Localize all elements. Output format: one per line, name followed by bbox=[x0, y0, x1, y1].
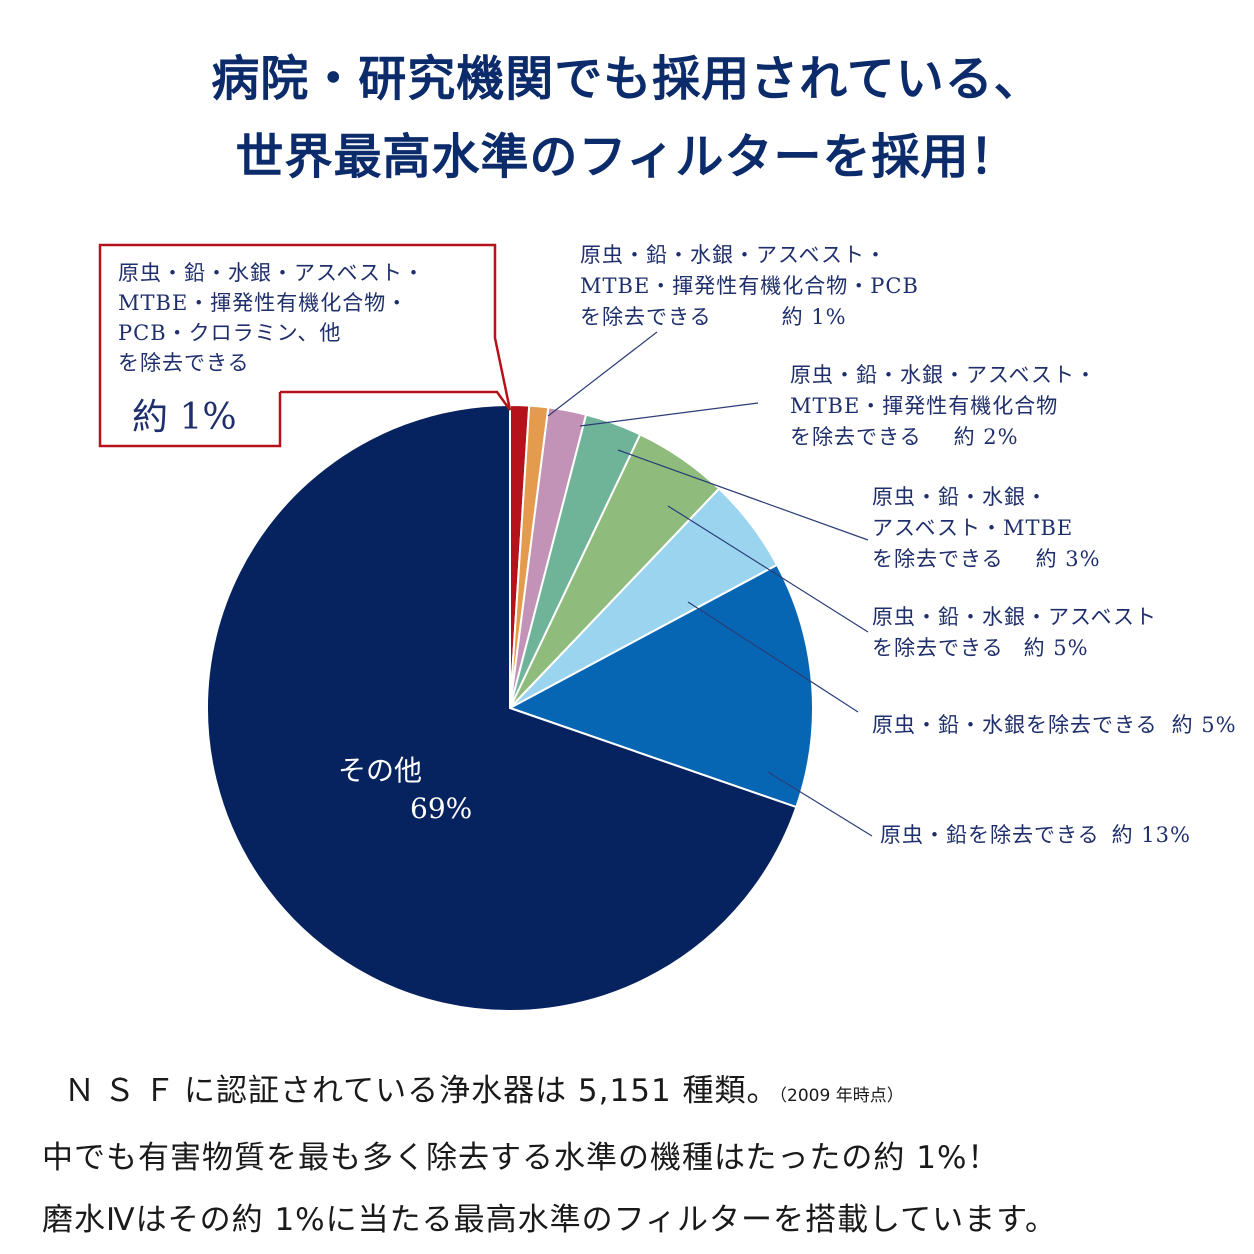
label-lead-value: 約 13% bbox=[1111, 823, 1191, 847]
slice-lead bbox=[507, 563, 814, 809]
label-other: その他 69% bbox=[338, 752, 472, 828]
leader-line-pcb bbox=[547, 331, 658, 417]
label-pcb-value: 約 1% bbox=[781, 305, 847, 329]
label-asbestos: 原虫・鉛・水銀・アスベスト を除去できる約 5% bbox=[872, 602, 1157, 664]
leader-lines bbox=[547, 331, 873, 837]
label-asbestos-last: を除去できる bbox=[872, 636, 1004, 660]
label-lead-text: 原虫・鉛を除去できる bbox=[880, 823, 1100, 847]
callout-value: 約 1% bbox=[132, 397, 237, 438]
leader-line-asbestos bbox=[667, 505, 869, 633]
footer-nsf: ＮＳＦ bbox=[64, 1073, 184, 1109]
label-lead: 原虫・鉛を除去できる約 13% bbox=[880, 820, 1191, 851]
footer-text: ＮＳＦに認証されている浄水器は 5,151 種類。（2009 年時点） 中でも有… bbox=[42, 1060, 1242, 1251]
title-line-1: 病院・研究機関でも採用されている、 bbox=[211, 51, 1043, 107]
label-mtbe-line-1: 原虫・鉛・水銀・ bbox=[872, 485, 1048, 509]
callout-text: 原虫・鉛・水銀・アスベスト・ MTBE・揮発性有機化合物・ PCB・クロラミン、… bbox=[118, 258, 425, 378]
label-mtbe: 原虫・鉛・水銀・ アスベスト・MTBE を除去できる 約 3% bbox=[872, 482, 1101, 575]
label-mtbe-last: を除去できる bbox=[872, 547, 1004, 571]
label-asbestos-line-1: 原虫・鉛・水銀・アスベスト bbox=[872, 605, 1157, 629]
leader-line-mercury bbox=[687, 601, 859, 713]
label-voc-line-1: 原虫・鉛・水銀・アスベスト・ bbox=[790, 363, 1097, 387]
footer-line-1: ＮＳＦに認証されている浄水器は 5,151 種類。（2009 年時点） bbox=[42, 1060, 1242, 1127]
leader-line-voc bbox=[579, 402, 759, 427]
callout-line-1: 原虫・鉛・水銀・アスベスト・ bbox=[118, 261, 425, 285]
label-other-name: その他 bbox=[338, 754, 423, 787]
footer-line-3: 磨水Ⅳはその約 1%に当たる最高水準のフィルターを搭載しています。 bbox=[42, 1202, 1057, 1238]
label-voc-line-2: MTBE・揮発性有機化合物 bbox=[790, 394, 1059, 418]
label-pcb-line-1: 原虫・鉛・水銀・アスベスト・ bbox=[580, 243, 887, 267]
label-pcb-line-2: MTBE・揮発性有機化合物・PCB bbox=[580, 274, 919, 298]
leader-line-mtbe bbox=[617, 449, 869, 541]
footer-line-2: 中でも有害物質を最も多く除去する水準の機種はたったの約 1%！ bbox=[42, 1140, 1000, 1176]
page-title: 病院・研究機関でも採用されている、 世界最高水準のフィルターを採用！ bbox=[0, 40, 1254, 196]
callout-box bbox=[98, 243, 512, 448]
label-mercury: 原虫・鉛・水銀を除去できる約 5% bbox=[872, 710, 1237, 741]
pie-slices bbox=[206, 403, 814, 1012]
label-voc-value: 約 2% bbox=[953, 425, 1019, 449]
label-mtbe-line-2: アスベスト・MTBE bbox=[872, 516, 1074, 540]
label-mercury-value: 約 5% bbox=[1171, 713, 1237, 737]
label-asbestos-value: 約 5% bbox=[1023, 636, 1089, 660]
label-pcb: 原虫・鉛・水銀・アスベスト・ MTBE・揮発性有機化合物・PCB を除去できる 約… bbox=[580, 240, 919, 333]
callout-line-4: を除去できる bbox=[118, 351, 250, 375]
label-voc: 原虫・鉛・水銀・アスベスト・ MTBE・揮発性有機化合物 を除去できる 約 2% bbox=[790, 360, 1097, 453]
callout-border bbox=[98, 243, 512, 448]
label-mercury-text: 原虫・鉛・水銀を除去できる bbox=[872, 713, 1158, 737]
title-line-2: 世界最高水準のフィルターを採用！ bbox=[235, 129, 1019, 185]
leader-line-lead bbox=[767, 771, 873, 837]
slice-other bbox=[206, 403, 798, 1012]
callout-line-3: PCB・クロラミン、他 bbox=[118, 321, 342, 345]
callout-line-2: MTBE・揮発性有機化合物・ bbox=[118, 291, 409, 315]
label-mtbe-value: 約 3% bbox=[1035, 547, 1101, 571]
footer-note: （2009 年時点） bbox=[778, 1086, 904, 1106]
footer-line-1-main: に認証されている浄水器は 5,151 種類。 bbox=[184, 1073, 779, 1109]
label-other-value: 69% bbox=[410, 792, 473, 825]
label-voc-last: を除去できる bbox=[790, 425, 922, 449]
label-pcb-last: を除去できる bbox=[580, 305, 712, 329]
